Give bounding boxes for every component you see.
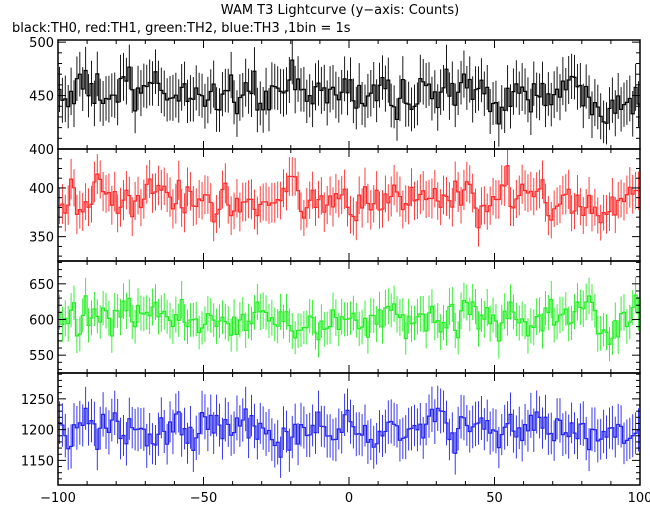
chart-title: WAM T3 Lightcurve (y−axis: Counts) <box>221 3 459 18</box>
panel-th0: 400 450 500 <box>29 36 641 158</box>
x-tick-label: −100 <box>40 491 76 505</box>
y-tick-label: 1200 <box>21 424 54 439</box>
y-tick-label: 400 <box>29 143 54 158</box>
x-tick-label: 50 <box>486 491 503 505</box>
x-tick-label: 0 <box>345 491 353 505</box>
series-error-bars <box>59 149 639 247</box>
series-step-line <box>58 407 640 458</box>
x-tick-label: −50 <box>190 491 217 505</box>
x-axis: −100 −50 0 50 100 <box>40 491 650 505</box>
chart-subtitle: black:TH0, red:TH1, green:TH2, blue:TH3 … <box>12 21 351 36</box>
panel-th2: 550 600 650 <box>29 260 641 374</box>
series-step-line <box>58 59 640 125</box>
series-th0 <box>58 40 640 147</box>
y-tick-label: 1250 <box>21 393 54 408</box>
series-step-line <box>58 165 640 229</box>
y-tick-label: 500 <box>29 36 54 51</box>
y-tick-label: 400 <box>29 182 54 197</box>
series-step-line <box>58 294 640 345</box>
y-tick-label: 450 <box>29 90 54 105</box>
panel-th1: 350 400 <box>29 148 641 262</box>
panel-th3: 1150 1200 1250 <box>21 372 641 486</box>
panels-layer: 400 450 500 350 400 550 600 650 1150 1200 1250 <box>21 36 641 486</box>
y-tick-label: 1150 <box>21 454 54 469</box>
series-error-bars <box>59 40 639 147</box>
series-th3 <box>58 385 640 478</box>
series-th2 <box>58 276 640 362</box>
series-error-bars <box>59 385 639 478</box>
y-tick-label: 550 <box>29 349 54 364</box>
x-tick-label: 100 <box>628 491 650 505</box>
panel-frame <box>57 148 641 262</box>
series-th1 <box>58 149 640 247</box>
y-tick-label: 650 <box>29 278 54 293</box>
y-tick-label: 600 <box>29 313 54 328</box>
y-tick-label: 350 <box>29 231 54 246</box>
